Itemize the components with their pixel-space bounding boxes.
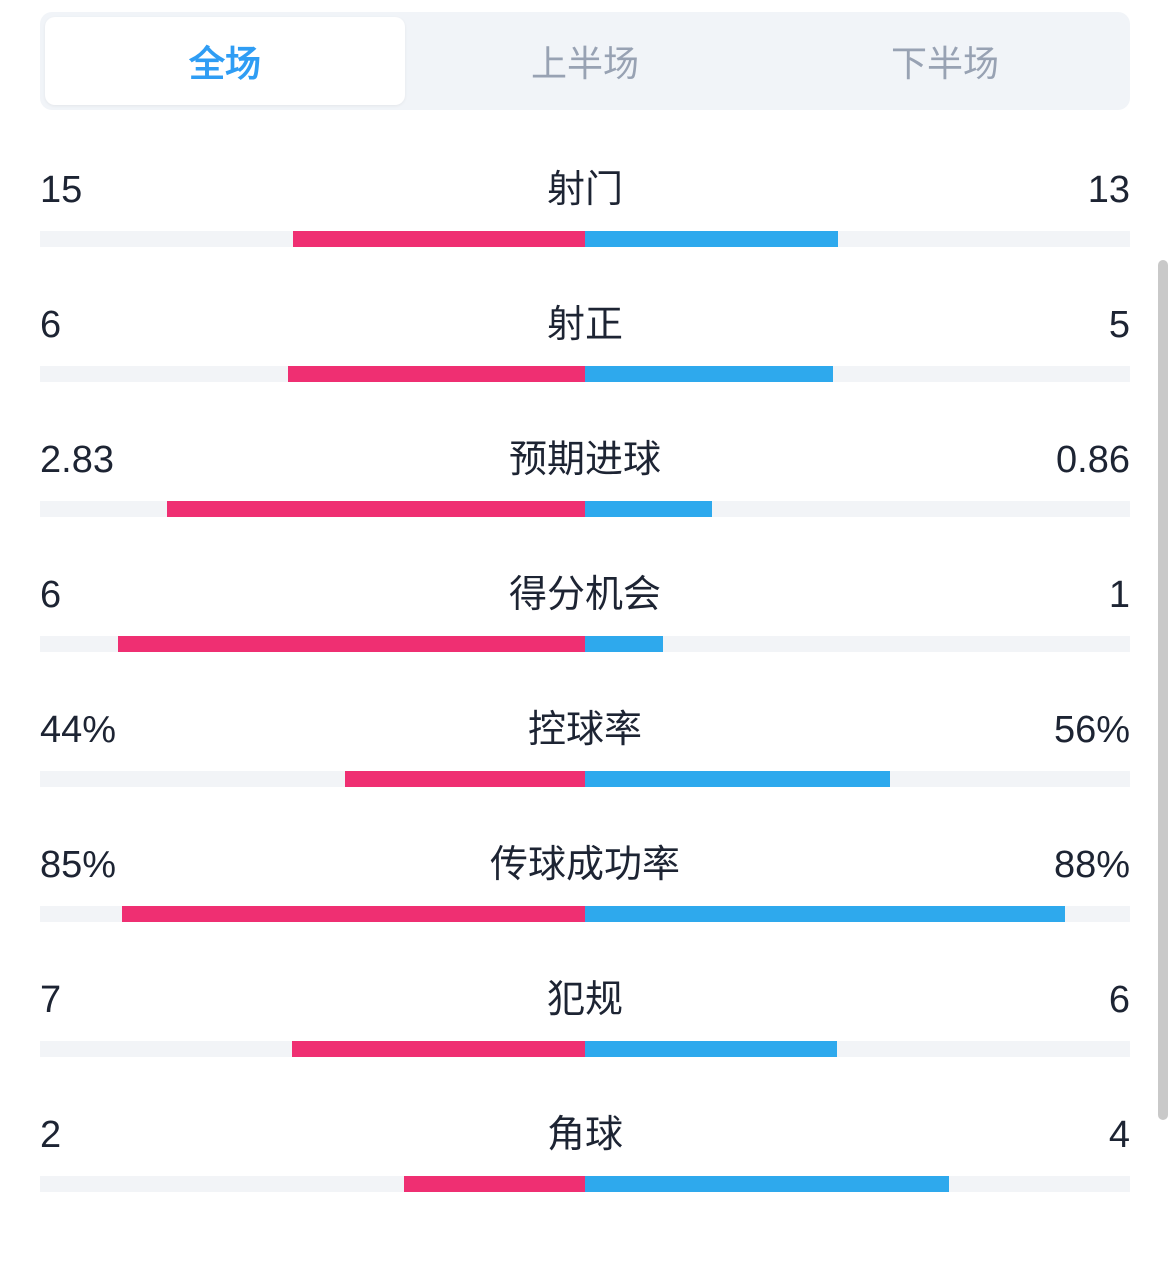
stat-bar-right-fill (585, 231, 838, 247)
stat-value-left: 6 (40, 304, 160, 347)
stat-name: 犯规 (160, 968, 1010, 1023)
stat-row: 44%控球率56% (40, 698, 1130, 787)
stat-row: 6得分机会1 (40, 563, 1130, 652)
stat-value-left: 85% (40, 844, 160, 887)
stat-bar-right-fill (585, 771, 890, 787)
stat-bar-right-track (585, 1176, 1130, 1192)
stat-name: 得分机会 (160, 563, 1010, 618)
stat-bar-right-track (585, 906, 1130, 922)
stat-name: 控球率 (160, 698, 1010, 753)
tab-period-2[interactable]: 下半场 (765, 17, 1125, 105)
stat-bar-right-fill (585, 1041, 837, 1057)
stat-bar-right-fill (585, 366, 833, 382)
stat-bar-left-fill (167, 501, 585, 517)
stat-row: 2.83预期进球0.86 (40, 428, 1130, 517)
stat-bar-left-track (40, 771, 585, 787)
stat-bar-right-track (585, 501, 1130, 517)
stat-value-right: 13 (1010, 169, 1130, 212)
vertical-scrollbar[interactable] (1158, 260, 1168, 1120)
stat-bar (40, 501, 1130, 517)
stat-bar-right-track (585, 366, 1130, 382)
stat-labels: 85%传球成功率88% (40, 833, 1130, 888)
stat-bar-left-track (40, 906, 585, 922)
stat-value-left: 2.83 (40, 439, 160, 482)
stat-row: 85%传球成功率88% (40, 833, 1130, 922)
stat-bar-left-track (40, 231, 585, 247)
stat-bar-left-fill (404, 1176, 585, 1192)
stat-bar-right-track (585, 636, 1130, 652)
stat-bar-left-track (40, 366, 585, 382)
stat-bar-right-fill (585, 906, 1065, 922)
stat-bar-left-track (40, 1176, 585, 1192)
tab-period-1[interactable]: 上半场 (405, 17, 765, 105)
stat-bar-left-track (40, 1041, 585, 1057)
stat-value-right: 5 (1010, 304, 1130, 347)
stats-panel: 全场上半场下半场 15射门136射正52.83预期进球0.866得分机会144%… (0, 0, 1170, 1278)
tab-period-0[interactable]: 全场 (45, 17, 405, 105)
stat-value-left: 7 (40, 979, 160, 1022)
stat-bar (40, 636, 1130, 652)
stat-bar-left-fill (288, 366, 585, 382)
stat-bar-right-track (585, 771, 1130, 787)
stat-labels: 2角球4 (40, 1103, 1130, 1158)
stats-list: 15射门136射正52.83预期进球0.866得分机会144%控球率56%85%… (40, 158, 1130, 1192)
stat-value-right: 88% (1010, 844, 1130, 887)
stat-bar (40, 1041, 1130, 1057)
stat-bar-right-fill (585, 501, 712, 517)
stat-value-left: 6 (40, 574, 160, 617)
stat-bar-left-fill (118, 636, 585, 652)
stat-bar (40, 1176, 1130, 1192)
period-tabs: 全场上半场下半场 (40, 12, 1130, 110)
stat-bar (40, 366, 1130, 382)
stat-bar (40, 771, 1130, 787)
stat-value-left: 2 (40, 1114, 160, 1157)
stat-value-right: 0.86 (1010, 439, 1130, 482)
stat-row: 2角球4 (40, 1103, 1130, 1192)
stat-bar (40, 906, 1130, 922)
stat-bar-left-track (40, 501, 585, 517)
stat-bar-right-track (585, 231, 1130, 247)
stat-value-left: 15 (40, 169, 160, 212)
stat-value-right: 56% (1010, 709, 1130, 752)
stat-labels: 15射门13 (40, 158, 1130, 213)
stat-labels: 6射正5 (40, 293, 1130, 348)
stat-name: 角球 (160, 1103, 1010, 1158)
stat-name: 预期进球 (160, 428, 1010, 483)
stat-row: 6射正5 (40, 293, 1130, 382)
stat-value-right: 1 (1010, 574, 1130, 617)
stat-bar-left-fill (293, 231, 585, 247)
stat-labels: 7犯规6 (40, 968, 1130, 1023)
stat-bar-left-fill (122, 906, 585, 922)
stat-labels: 6得分机会1 (40, 563, 1130, 618)
stat-name: 射正 (160, 293, 1010, 348)
stat-bar-left-fill (292, 1041, 585, 1057)
stat-bar-right-fill (585, 1176, 949, 1192)
stat-row: 7犯规6 (40, 968, 1130, 1057)
stat-name: 传球成功率 (160, 833, 1010, 888)
stat-value-left: 44% (40, 709, 160, 752)
stat-name: 射门 (160, 158, 1010, 213)
stat-bar-right-fill (585, 636, 663, 652)
stat-labels: 44%控球率56% (40, 698, 1130, 753)
stat-bar-left-track (40, 636, 585, 652)
stat-bar-right-track (585, 1041, 1130, 1057)
stat-bar (40, 231, 1130, 247)
stat-row: 15射门13 (40, 158, 1130, 247)
stat-value-right: 6 (1010, 979, 1130, 1022)
stat-value-right: 4 (1010, 1114, 1130, 1157)
stat-bar-left-fill (345, 771, 585, 787)
stat-labels: 2.83预期进球0.86 (40, 428, 1130, 483)
